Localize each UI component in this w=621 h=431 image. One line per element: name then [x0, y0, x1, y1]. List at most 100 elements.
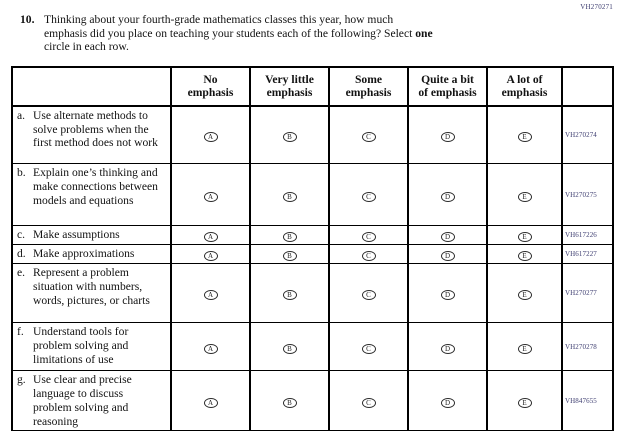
row-letter: f.: [17, 325, 24, 339]
option-cell-some: C: [328, 322, 409, 372]
answer-bubble-b[interactable]: B: [282, 232, 297, 243]
answer-bubble-c[interactable]: C: [361, 132, 376, 143]
answer-bubble-e[interactable]: E: [517, 191, 532, 202]
answer-bubble-c[interactable]: C: [361, 290, 376, 301]
answer-bubble-d[interactable]: D: [440, 132, 455, 143]
option-cell-no-emphasis: A: [170, 322, 251, 372]
table-row-f: f. Understand tools for problem solving …: [11, 322, 614, 372]
option-cell-quite-a-bit: D: [407, 322, 488, 372]
answer-bubble-a[interactable]: A: [203, 232, 218, 243]
option-cell-a-lot: E: [486, 244, 563, 265]
row-label-cell: a. Use alternate methods to solve proble…: [11, 105, 172, 165]
option-cell-quite-a-bit: D: [407, 244, 488, 265]
option-cell-quite-a-bit: D: [407, 163, 488, 227]
question-text-after: circle in each row.: [44, 40, 129, 54]
option-cell-no-emphasis: A: [170, 105, 251, 165]
option-cell-some: C: [328, 105, 409, 165]
row-text: Use clear and precise language to discus…: [33, 373, 132, 428]
row-letter: b.: [17, 166, 26, 180]
table-row-b: b. Explain one’s thinking and make conne…: [11, 163, 614, 227]
option-cell-very-little: B: [249, 370, 330, 431]
answer-bubble-e[interactable]: E: [517, 397, 532, 408]
question-text: Thinking about your fourth-grade mathema…: [44, 13, 433, 54]
option-cell-some: C: [328, 370, 409, 431]
option-cell-no-emphasis: A: [170, 225, 251, 246]
answer-bubble-d[interactable]: D: [440, 191, 455, 202]
option-cell-quite-a-bit: D: [407, 105, 488, 165]
answer-bubble-b[interactable]: B: [282, 251, 297, 262]
answer-bubble-a[interactable]: A: [203, 251, 218, 262]
option-cell-very-little: B: [249, 263, 330, 324]
option-cell-very-little: B: [249, 322, 330, 372]
option-cell-very-little: B: [249, 244, 330, 265]
answer-bubble-a[interactable]: A: [203, 343, 218, 354]
item-code: VH270277: [561, 263, 614, 324]
item-code: VH270274: [561, 105, 614, 165]
answer-bubble-a[interactable]: A: [203, 191, 218, 202]
answer-bubble-e[interactable]: E: [517, 343, 532, 354]
row-letter: e.: [17, 266, 26, 280]
row-text: Use alternate methods to solve problems …: [33, 108, 158, 150]
answer-bubble-e[interactable]: E: [517, 290, 532, 301]
option-cell-some: C: [328, 263, 409, 324]
question-text-before: Thinking about your fourth-grade mathema…: [44, 13, 413, 40]
answer-bubble-c[interactable]: C: [361, 343, 376, 354]
answer-bubble-e[interactable]: E: [517, 251, 532, 262]
option-cell-quite-a-bit: D: [407, 225, 488, 246]
option-cell-some: C: [328, 163, 409, 227]
answer-bubble-c[interactable]: C: [361, 191, 376, 202]
option-cell-a-lot: E: [486, 225, 563, 246]
option-cell-quite-a-bit: D: [407, 263, 488, 324]
row-label-cell: d. Make approximations: [11, 244, 172, 265]
answer-bubble-e[interactable]: E: [517, 132, 532, 143]
answer-bubble-e[interactable]: E: [517, 232, 532, 243]
column-header-some-emphasis: Some emphasis: [328, 66, 409, 107]
row-text: Understand tools for problem solving and…: [33, 325, 129, 366]
answer-bubble-b[interactable]: B: [282, 397, 297, 408]
answer-bubble-c[interactable]: C: [361, 251, 376, 262]
table-row-a: a. Use alternate methods to solve proble…: [11, 105, 614, 165]
answer-bubble-b[interactable]: B: [282, 191, 297, 202]
column-header-very-little-emphasis: Very little emphasis: [249, 66, 330, 107]
answer-bubble-d[interactable]: D: [440, 343, 455, 354]
column-header-a-lot-of-emphasis: A lot of emphasis: [486, 66, 563, 107]
row-text: Make approximations: [33, 247, 135, 261]
question-block: 10. Thinking about your fourth-grade mat…: [0, 0, 621, 54]
answer-bubble-c[interactable]: C: [361, 232, 376, 243]
row-label-cell: g. Use clear and precise language to dis…: [11, 370, 172, 431]
row-letter: c.: [17, 228, 26, 242]
row-text: Explain one’s thinking and make connecti…: [33, 166, 158, 207]
option-cell-a-lot: E: [486, 163, 563, 227]
item-code: VH847655: [561, 370, 614, 431]
row-letter: g.: [17, 373, 26, 387]
option-cell-some: C: [328, 244, 409, 265]
item-code: VH270275: [561, 163, 614, 227]
row-label-cell: c. Make assumptions: [11, 225, 172, 246]
header-row: No emphasis Very little emphasis Some em…: [11, 66, 614, 107]
answer-bubble-a[interactable]: A: [203, 290, 218, 301]
answer-bubble-d[interactable]: D: [440, 290, 455, 301]
answer-bubble-d[interactable]: D: [440, 251, 455, 262]
table-row-e: e. Represent a problem situation with nu…: [11, 263, 614, 324]
answer-bubble-a[interactable]: A: [203, 397, 218, 408]
answer-bubble-c[interactable]: C: [361, 397, 376, 408]
answer-bubble-d[interactable]: D: [440, 232, 455, 243]
column-header-no-emphasis: No emphasis: [170, 66, 251, 107]
option-cell-quite-a-bit: D: [407, 370, 488, 431]
option-cell-no-emphasis: A: [170, 244, 251, 265]
option-cell-no-emphasis: A: [170, 370, 251, 431]
row-text: Represent a problem situation with numbe…: [33, 266, 150, 307]
option-cell-no-emphasis: A: [170, 163, 251, 227]
answer-bubble-d[interactable]: D: [440, 397, 455, 408]
answer-bubble-b[interactable]: B: [282, 290, 297, 301]
question-text-bold: one: [415, 26, 433, 40]
answer-bubble-b[interactable]: B: [282, 343, 297, 354]
answer-bubble-a[interactable]: A: [203, 132, 218, 143]
answer-bubble-b[interactable]: B: [282, 132, 297, 143]
option-cell-very-little: B: [249, 105, 330, 165]
option-cell-a-lot: E: [486, 263, 563, 324]
option-cell-a-lot: E: [486, 370, 563, 431]
table-row-g: g. Use clear and precise language to dis…: [11, 370, 614, 431]
table-row-c: c. Make assumptions A B C D E VH617226: [11, 225, 614, 246]
row-letter: d.: [17, 247, 26, 261]
